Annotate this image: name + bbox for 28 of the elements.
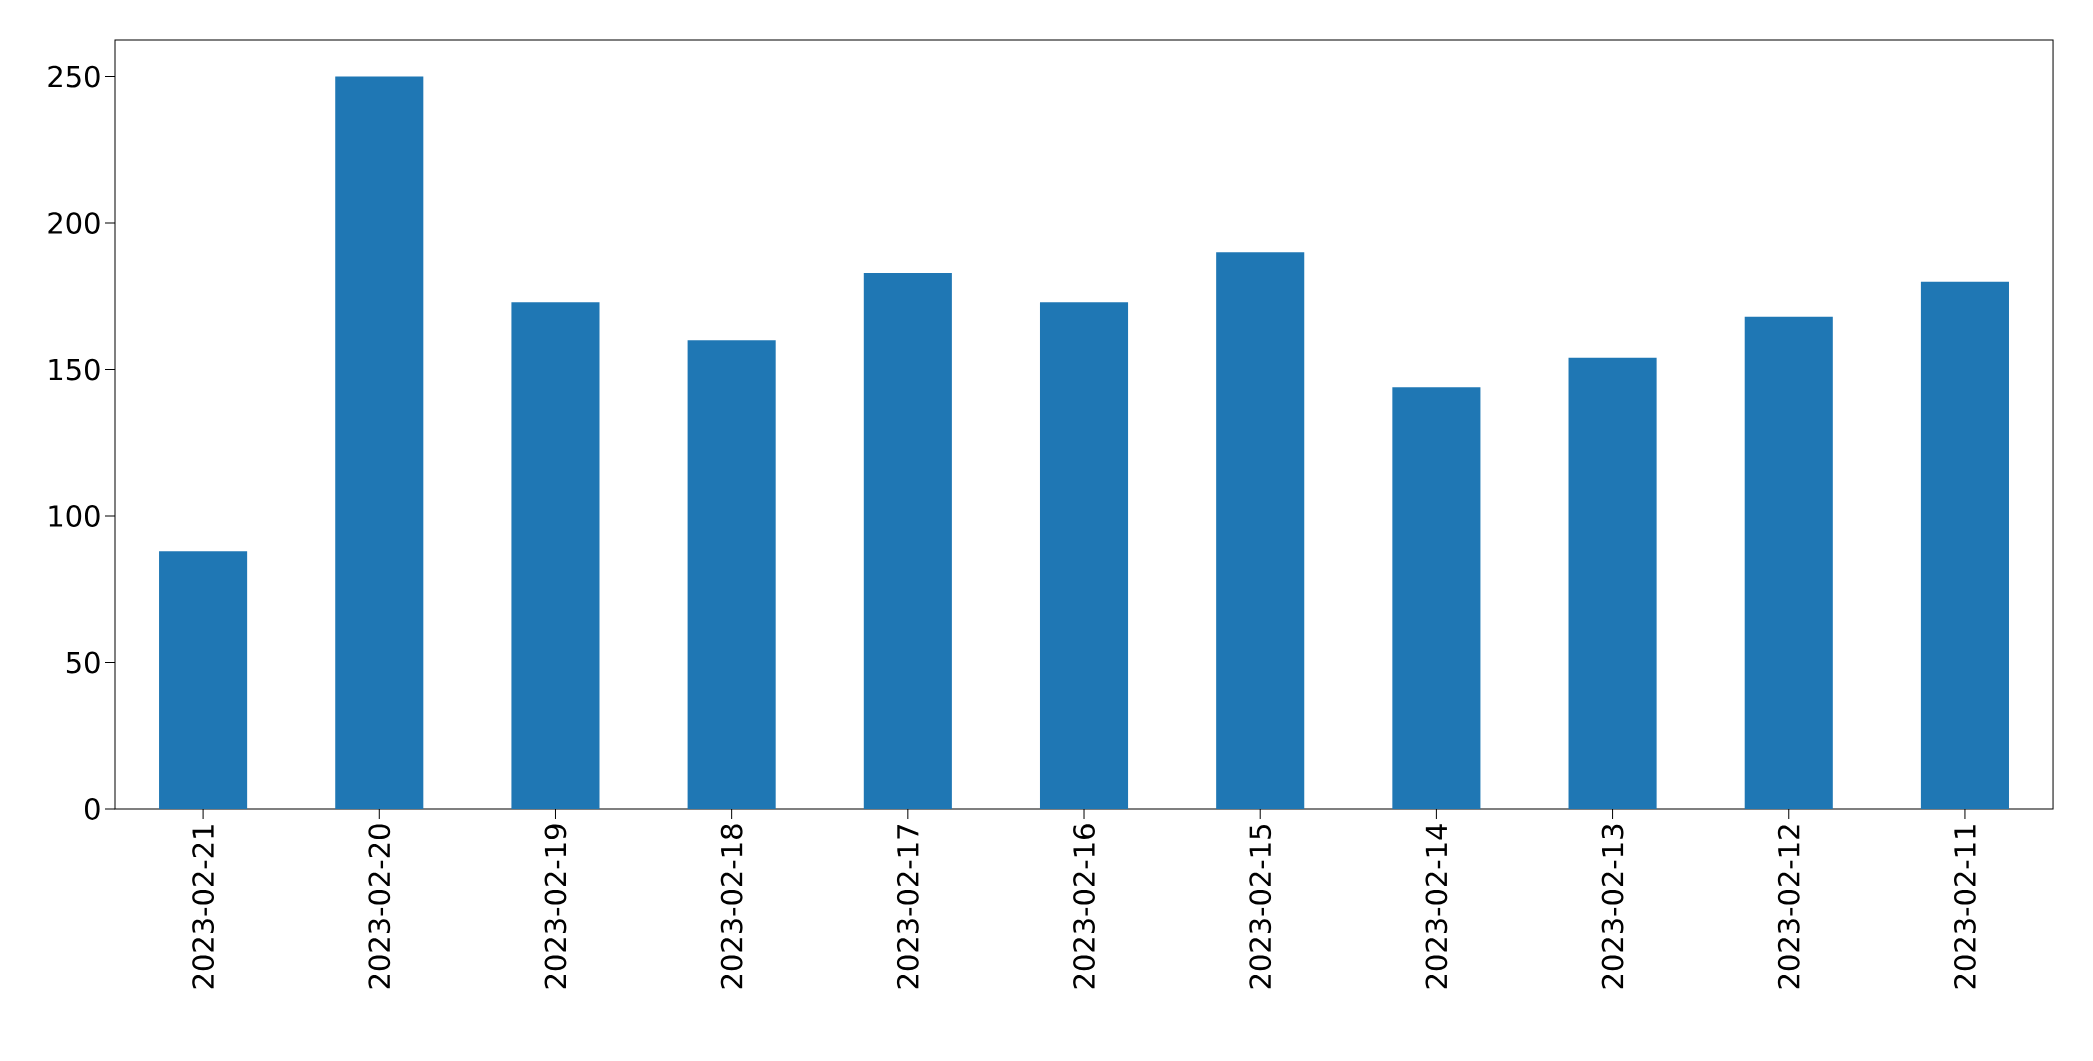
bar bbox=[1568, 357, 1657, 809]
y-tick-label: 150 bbox=[49, 358, 100, 381]
x-tick-label: 2023-02-20 bbox=[368, 824, 391, 989]
y-tick-label: 0 bbox=[85, 798, 100, 820]
bar bbox=[687, 340, 776, 809]
bar bbox=[1216, 252, 1305, 809]
bar bbox=[159, 551, 248, 809]
bar bbox=[335, 76, 424, 809]
y-tick-label: 250 bbox=[48, 65, 100, 88]
x-tick-label: 2023-02-21 bbox=[192, 825, 215, 989]
x-tick-label: 2023-02-16 bbox=[1073, 824, 1095, 989]
bar bbox=[1039, 302, 1129, 809]
x-tick-label: 2023-02-11 bbox=[1954, 825, 1976, 989]
bar bbox=[511, 302, 600, 809]
bar bbox=[1392, 387, 1481, 809]
x-tick-label: 2023-02-14 bbox=[1425, 824, 1448, 989]
x-tick-label: 2023-02-15 bbox=[1249, 825, 1272, 989]
y-tick-label: 50 bbox=[66, 651, 100, 674]
bar bbox=[1920, 281, 2009, 809]
x-tick-label: 2023-02-12 bbox=[1777, 825, 1800, 989]
x-tick-label: 2023-02-19 bbox=[544, 824, 567, 989]
y-tick-label: 100 bbox=[49, 505, 100, 527]
x-tick-label: 2023-02-13 bbox=[1601, 824, 1624, 989]
bar bbox=[1744, 316, 1833, 809]
y-tick-label: 200 bbox=[48, 212, 100, 234]
bar bbox=[863, 272, 952, 809]
x-tick-label: 2023-02-17 bbox=[896, 825, 919, 989]
x-tick-label: 2023-02-18 bbox=[720, 824, 743, 989]
